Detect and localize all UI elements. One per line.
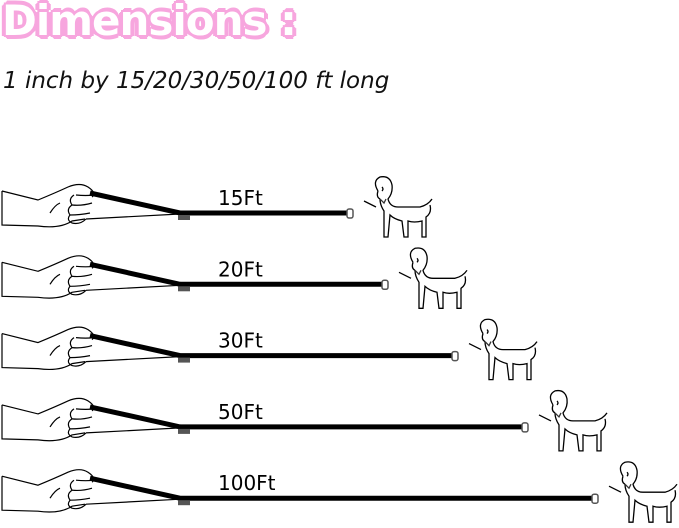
leash-row: 50Ft	[1, 389, 608, 452]
leash-strap	[89, 333, 455, 359]
leash-row: 20Ft	[1, 247, 468, 309]
leash-row: 100Ft	[1, 461, 678, 523]
hand-icon	[1, 183, 95, 228]
handle-clip	[178, 357, 190, 363]
page-title: Dimensions :	[2, 0, 297, 45]
leash-row: 15Ft	[1, 176, 433, 238]
dog-icon	[608, 461, 678, 523]
d-ring	[521, 422, 529, 433]
dog-icon	[468, 318, 538, 381]
handle-clip	[178, 500, 190, 506]
leash-strap	[89, 404, 525, 430]
leash-row: 30Ft	[1, 318, 538, 381]
handle-clip	[178, 215, 190, 220]
d-ring	[451, 350, 459, 362]
hand-icon	[1, 469, 95, 513]
leash-strap	[89, 475, 595, 501]
length-label: 20Ft	[218, 257, 263, 281]
length-label: 30Ft	[218, 329, 263, 353]
length-label: 100Ft	[218, 471, 276, 495]
subtitle: 1 inch by 15/20/30/50/100 ft long	[3, 68, 390, 94]
length-label: 15Ft	[218, 186, 263, 210]
dog-icon	[538, 389, 608, 452]
hand-icon	[1, 255, 95, 299]
handle-clip	[178, 428, 190, 434]
d-ring	[381, 279, 389, 291]
hand-icon	[1, 397, 95, 442]
dog-icon	[398, 247, 468, 309]
length-label: 50Ft	[218, 400, 263, 424]
dog-icon	[363, 176, 433, 238]
leash-strap	[89, 190, 350, 216]
leash-strap	[89, 261, 385, 287]
d-ring	[346, 208, 354, 219]
d-ring	[591, 493, 599, 504]
handle-clip	[178, 286, 190, 292]
hand-icon	[1, 326, 95, 371]
